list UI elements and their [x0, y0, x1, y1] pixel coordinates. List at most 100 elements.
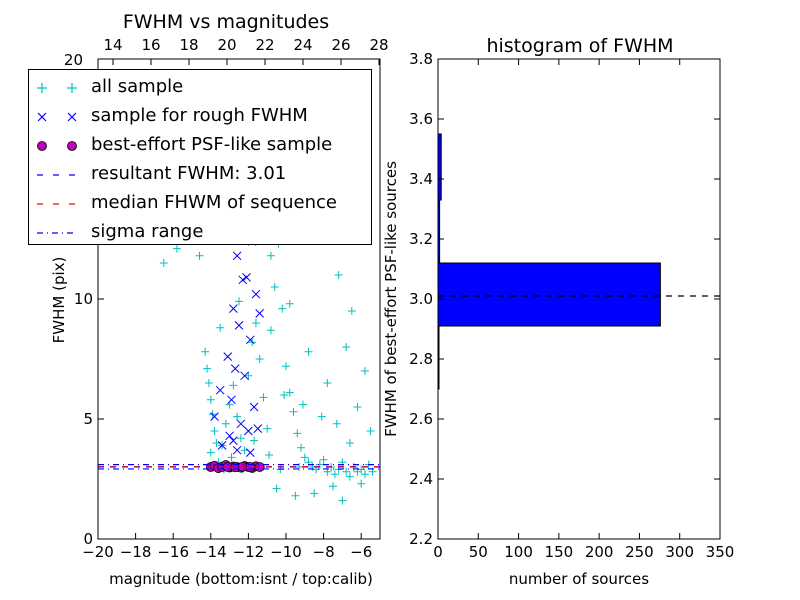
all-sample-point — [342, 467, 351, 476]
legend-entry-sigma-range: sigma range — [29, 219, 371, 248]
top-tick-label: 20 — [217, 36, 236, 54]
x-tick-label: −8 — [313, 543, 335, 561]
all-sample-point — [347, 307, 356, 315]
all-sample-point — [221, 419, 230, 428]
top-tick-label: 16 — [141, 36, 160, 54]
all-sample-point — [266, 326, 275, 335]
rough-sample-point — [215, 385, 225, 395]
rough-sample-point — [232, 251, 242, 261]
left-x-ticks: −20 −18 −16 −14 −12 −10 −8 −6 — [82, 533, 372, 561]
all-sample-point — [206, 395, 215, 404]
all-sample-point — [266, 251, 275, 260]
all-sample-point — [360, 367, 369, 375]
all-sample-point — [298, 400, 307, 409]
all-sample-point — [323, 379, 332, 387]
x-tick-label: 0 — [433, 543, 443, 561]
all-sample-point — [338, 496, 347, 505]
legend-symbol-cross — [37, 112, 77, 122]
top-tick-label: 14 — [103, 36, 122, 54]
left-top-ticks: 14 16 18 20 22 24 26 28 — [103, 36, 389, 65]
rough-sample-point — [249, 402, 259, 412]
x-tick-label: 250 — [625, 543, 654, 561]
top-tick-label: 26 — [331, 36, 350, 54]
x-tick-label: −10 — [270, 543, 302, 561]
x-tick-label: −20 — [82, 543, 114, 561]
all-sample-point — [172, 244, 181, 253]
left-y-axis-label: FWHM (pix) — [50, 257, 68, 344]
all-sample-point — [319, 455, 328, 464]
all-sample-point — [201, 347, 210, 356]
y-tick-label: 3.8 — [409, 50, 433, 68]
all-sample-point — [345, 439, 354, 447]
all-sample-point — [334, 271, 343, 279]
rough-sample-point — [236, 419, 246, 429]
all-sample-point — [366, 427, 375, 435]
y-tick-label: 5 — [83, 410, 93, 428]
right-y-ticks: 2.2 2.4 2.6 2.8 3.0 3.2 3.4 3.6 3.8 — [409, 50, 720, 548]
legend-label-resultant-fwhm: resultant FWHM: 3.01 — [91, 163, 287, 184]
legend-symbol-plus — [37, 83, 77, 93]
right-panel: histogram of FWHM 0 50 100 150 200 250 300 350 … — [382, 35, 734, 588]
all-sample-point — [233, 412, 242, 421]
all-sample-point — [251, 319, 260, 327]
legend-symbol-red-dash — [37, 203, 77, 205]
all-sample-point — [285, 299, 294, 308]
all-sample-point — [360, 470, 369, 479]
all-sample-point — [250, 436, 259, 445]
y-tick-label: 2.6 — [409, 410, 433, 428]
rough-sample-point — [229, 436, 238, 445]
x-tick-label: 350 — [706, 543, 735, 561]
rough-sample-point — [234, 321, 244, 330]
legend-entry-median-fwhm: median FHWM of sequence — [29, 190, 371, 219]
all-sample-point — [330, 470, 339, 479]
y-tick-label: 3.6 — [409, 110, 433, 128]
y-tick-label: 2.8 — [409, 350, 433, 368]
rough-sample-point — [225, 431, 234, 441]
rough-sample-point — [227, 395, 236, 405]
all-sample-point — [285, 388, 294, 397]
left-legend: all sample sample for rough FWHM best-ef… — [28, 69, 372, 245]
right-plot-area — [438, 133, 720, 390]
top-tick-label: 22 — [255, 36, 274, 54]
all-sample-point — [329, 482, 337, 491]
all-sample-point — [345, 472, 354, 481]
rough-sample-point — [253, 424, 263, 433]
all-sample-point — [278, 304, 287, 313]
legend-symbol-circle — [37, 141, 77, 151]
histogram-bar — [438, 262, 661, 327]
all-sample-point — [210, 427, 219, 435]
legend-entry-all-sample: all sample — [29, 74, 371, 103]
y-tick-label: 3.2 — [409, 230, 433, 248]
all-sample-point — [300, 453, 309, 462]
all-sample-point — [353, 403, 362, 411]
all-sample-point — [216, 323, 225, 332]
top-tick-label: 18 — [179, 36, 198, 54]
rough-sample-point — [251, 289, 261, 299]
x-tick-label: 150 — [545, 543, 574, 561]
y-tick-label: 10 — [74, 290, 93, 308]
histogram-bar — [438, 133, 442, 201]
legend-label-psf-sample: best-effort PSF-like sample — [91, 134, 333, 155]
rough-sample-point — [245, 335, 255, 345]
x-tick-label: −12 — [233, 543, 265, 561]
x-tick-label: −6 — [350, 543, 372, 561]
rough-sample-point — [217, 441, 227, 450]
rough-sample-point — [245, 448, 255, 457]
all-sample-point — [265, 451, 274, 459]
rough-sample-point — [244, 426, 253, 436]
legend-entry-resultant-fwhm: resultant FWHM: 3.01 — [29, 161, 371, 190]
x-tick-label: 300 — [665, 543, 694, 561]
all-sample-point — [204, 379, 213, 387]
legend-symbol-dashdot — [37, 232, 77, 234]
all-sample-point — [229, 381, 238, 390]
left-chart-title: FWHM vs magnitudes — [123, 11, 329, 33]
all-sample-point — [332, 419, 341, 428]
rough-sample-point — [223, 352, 233, 361]
left-partial-y-tick-label: 20 — [64, 51, 83, 69]
rough-sample-point — [210, 412, 219, 421]
all-sample-point — [291, 491, 300, 500]
all-sample-point — [227, 453, 236, 462]
all-sample-point — [236, 434, 245, 443]
all-sample-point — [289, 407, 298, 416]
y-tick-label: 3.0 — [409, 290, 433, 308]
